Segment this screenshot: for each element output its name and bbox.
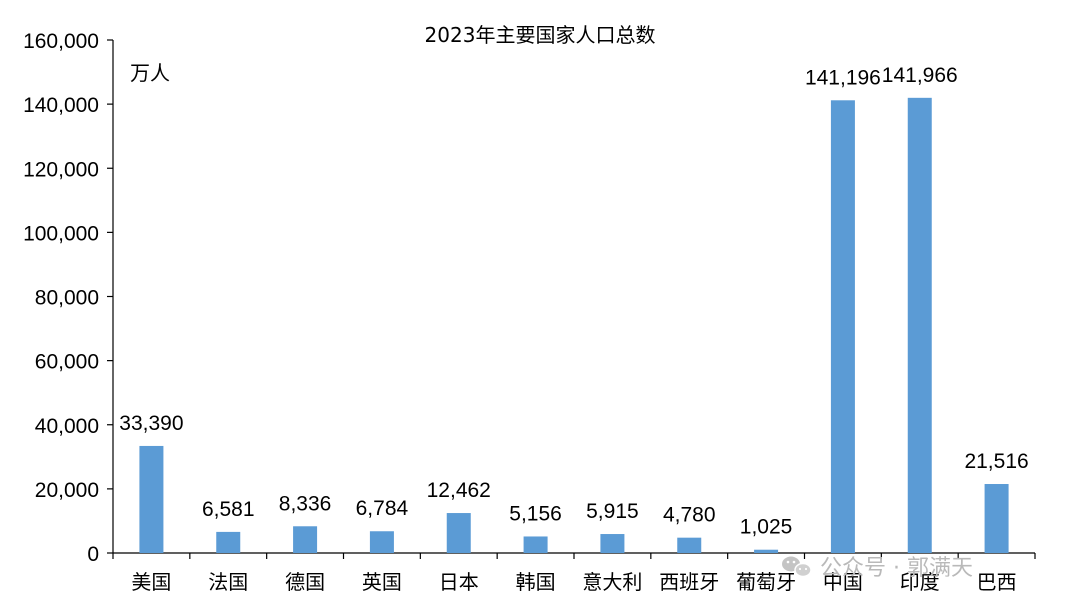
bar bbox=[600, 534, 625, 553]
data-label: 8,336 bbox=[279, 492, 332, 515]
data-label: 141,966 bbox=[882, 64, 958, 87]
data-label: 6,784 bbox=[356, 497, 409, 520]
bar bbox=[523, 536, 548, 553]
watermark-text: 公众号 · 郭满天 bbox=[820, 556, 973, 581]
wechat-icon bbox=[782, 556, 812, 578]
data-label: 141,196 bbox=[805, 66, 881, 89]
data-label: 33,390 bbox=[119, 412, 183, 435]
x-tick-label: 法国 bbox=[208, 570, 248, 594]
x-tick-label: 葡萄牙 bbox=[736, 570, 796, 594]
data-label: 6,581 bbox=[202, 498, 255, 521]
y-tick-label: 40,000 bbox=[35, 415, 99, 438]
bar bbox=[677, 537, 702, 553]
x-tick-label: 韩国 bbox=[516, 570, 556, 594]
watermark: 公众号 · 郭满天 bbox=[782, 556, 973, 581]
data-label: 5,915 bbox=[586, 500, 639, 523]
y-tick-label: 80,000 bbox=[35, 287, 99, 310]
bar bbox=[907, 97, 932, 554]
x-tick-label: 意大利 bbox=[582, 570, 642, 594]
bar bbox=[216, 531, 241, 553]
y-tick-label: 0 bbox=[87, 543, 99, 566]
data-label: 4,780 bbox=[663, 504, 716, 527]
bar bbox=[139, 445, 164, 553]
x-tick-label: 印度 bbox=[900, 570, 940, 594]
bar bbox=[984, 484, 1009, 553]
x-tick-label: 英国 bbox=[362, 570, 402, 594]
x-tick-label: 日本 bbox=[439, 570, 479, 594]
y-axis: 0 20,000 40,000 60,000 80,000 100,000 120,000 1… bbox=[23, 30, 114, 566]
bars: 33,390 6,581 8,336 6,784 12,462 5,156 5,915 4,7… bbox=[119, 64, 1029, 554]
bar bbox=[830, 100, 855, 554]
x-axis: 美国 法国 德国 英国 日本 韩国 意大利 西班牙 葡萄牙 中国 印度 巴西 bbox=[112, 552, 1036, 594]
data-label: 21,516 bbox=[964, 450, 1028, 473]
data-label: 1,025 bbox=[740, 516, 793, 539]
y-tick-label: 100,000 bbox=[23, 222, 99, 245]
bar bbox=[446, 513, 471, 553]
y-tick-label: 120,000 bbox=[23, 158, 99, 181]
y-tick-label: 140,000 bbox=[23, 94, 99, 117]
x-tick-label: 德国 bbox=[285, 570, 325, 594]
y-tick-label: 160,000 bbox=[23, 30, 99, 53]
chart-title: 2023年主要国家人口总数 bbox=[425, 23, 656, 47]
bar bbox=[293, 526, 318, 553]
data-label: 5,156 bbox=[509, 502, 562, 525]
y-tick-label: 60,000 bbox=[35, 351, 99, 374]
y-tick-label: 20,000 bbox=[35, 479, 99, 502]
bar bbox=[754, 549, 779, 553]
x-tick-label: 中国 bbox=[823, 570, 863, 594]
x-tick-label: 西班牙 bbox=[659, 570, 719, 594]
unit-label: 万人 bbox=[130, 61, 170, 85]
bar bbox=[369, 531, 394, 553]
x-tick-label: 美国 bbox=[131, 570, 171, 594]
x-tick-label: 巴西 bbox=[977, 570, 1017, 594]
data-label: 12,462 bbox=[427, 479, 491, 502]
